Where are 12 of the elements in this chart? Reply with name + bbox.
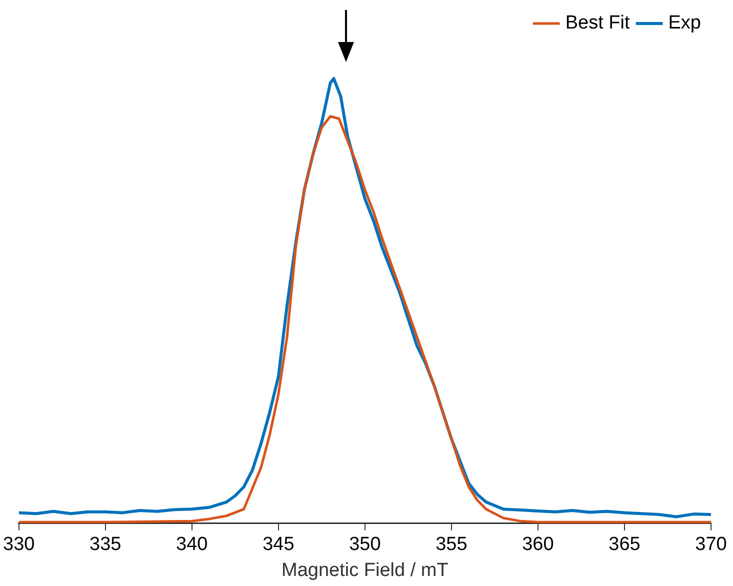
x-axis-title: Magnetic Field / mT xyxy=(282,560,449,581)
x-tick-label: 370 xyxy=(695,534,727,556)
x-tick-label: 355 xyxy=(436,534,468,556)
x-tick-label: 345 xyxy=(262,534,294,556)
legend-label: Best Fit xyxy=(565,12,630,34)
x-tick-label: 330 xyxy=(3,534,35,556)
x-tick-label: 335 xyxy=(90,534,122,556)
x-tick-label: 365 xyxy=(608,534,640,556)
x-tick-label: 340 xyxy=(176,534,208,556)
legend-label: Exp xyxy=(668,12,702,34)
x-tick-label: 360 xyxy=(522,534,554,556)
x-tick-label: 350 xyxy=(349,534,381,556)
